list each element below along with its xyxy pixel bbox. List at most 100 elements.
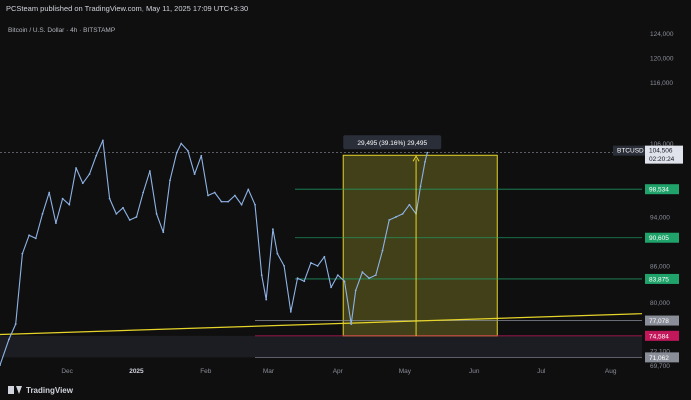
price-point	[14, 323, 17, 325]
price-chart[interactable]: Bitcoin / U.S. Dollar · 4h · BITSTAMP 29…	[0, 18, 691, 380]
price-point	[303, 280, 306, 283]
price-point	[55, 222, 57, 224]
price-point	[395, 216, 397, 218]
price-point	[361, 271, 364, 273]
price-point	[296, 277, 299, 280]
y-tick-label: 80,000	[650, 300, 670, 307]
x-tick-label: Dec	[61, 368, 73, 375]
x-tick-label: Jun	[469, 368, 480, 375]
price-point	[323, 255, 326, 258]
x-tick-label: Feb	[200, 368, 212, 375]
price-point	[381, 249, 384, 252]
level-tag-3: 83,875	[649, 276, 669, 283]
price-point	[408, 203, 411, 206]
price-point	[247, 188, 250, 191]
price-point	[330, 286, 332, 289]
support-trendline[interactable]	[0, 313, 643, 336]
price-point	[88, 173, 91, 176]
publisher-bar: PCSteam published on TradingView.com, Ma…	[0, 0, 691, 18]
y-tick-label: 94,000	[650, 214, 670, 221]
price-point	[260, 274, 263, 277]
current-price-tag: 104,506	[649, 148, 673, 155]
price-point	[81, 182, 84, 185]
y-tick-label: 69,700	[650, 363, 670, 370]
price-point	[175, 151, 178, 154]
price-point	[155, 212, 158, 215]
price-point	[41, 212, 44, 215]
price-point	[426, 151, 429, 154]
btcusd-tag-bg	[613, 145, 645, 156]
price-point	[101, 139, 104, 142]
price-point	[75, 167, 77, 169]
price-point	[350, 323, 353, 325]
footer: TradingView	[0, 380, 691, 400]
x-tick-label: 2025	[129, 368, 144, 375]
price-point	[336, 274, 339, 277]
price-point	[95, 154, 98, 157]
level-tag-6: 71,062	[649, 355, 669, 362]
level-tag-bg-1	[645, 184, 679, 195]
price-point	[343, 280, 346, 283]
y-tick-label: 106,000	[650, 141, 674, 148]
price-point	[61, 197, 64, 200]
btcusd-tag: BTCUSD	[617, 148, 644, 155]
y-tick-label: 72,100	[650, 349, 670, 356]
y-tick-label: 120,000	[650, 55, 674, 62]
price-point	[240, 203, 243, 206]
price-point	[424, 160, 426, 163]
price-point	[187, 149, 189, 152]
price-point	[265, 298, 268, 301]
brand-text: TradingView	[26, 385, 73, 395]
support-zone	[0, 335, 642, 358]
price-point	[316, 265, 319, 267]
price-point	[28, 234, 30, 237]
price-point	[227, 200, 230, 203]
price-point	[162, 231, 165, 234]
tradingview-logo-icon	[8, 386, 22, 394]
price-point	[220, 200, 223, 203]
price-point	[354, 289, 357, 292]
price-point	[34, 237, 37, 240]
price-point	[180, 142, 183, 145]
price-point	[21, 252, 24, 255]
price-point	[374, 274, 377, 277]
level-tag-1: 98,534	[649, 187, 669, 194]
level-tag-4: 77,078	[649, 318, 669, 325]
x-tick-label: Aug	[605, 368, 617, 375]
price-point	[135, 216, 138, 218]
price-point	[368, 277, 370, 280]
current-price-tag-bg	[645, 145, 683, 164]
level-tag-bg-3	[645, 273, 679, 284]
level-tag-bg-2	[645, 232, 679, 243]
level-tag-2: 90,605	[649, 235, 669, 242]
x-tick-label: Jul	[537, 368, 546, 375]
price-point	[193, 173, 196, 176]
price-point	[200, 154, 203, 157]
measure-arrowhead	[412, 155, 420, 162]
x-tick-label: May	[399, 368, 412, 375]
publish-datetime: May 11, 2025 17:09 UTC+3:30	[145, 4, 249, 13]
chart-area[interactable]: Bitcoin / U.S. Dollar · 4h · BITSTAMP 29…	[0, 18, 691, 380]
level-tag-bg-5	[645, 330, 679, 341]
price-range-box[interactable]	[342, 154, 498, 337]
measure-label-box	[343, 135, 442, 150]
y-tick-label: 124,000	[650, 31, 674, 38]
tradingview-logo[interactable]: TradingView	[8, 384, 73, 396]
level-tag-bg-6	[645, 352, 679, 363]
price-point	[276, 252, 279, 255]
x-tick-label: Apr	[333, 368, 344, 375]
countdown-tag: 02:20:24	[649, 156, 675, 163]
price-point	[142, 191, 145, 194]
price-point	[115, 212, 118, 215]
y-tick-label: 86,000	[650, 263, 670, 270]
price-point	[148, 170, 151, 172]
price-point	[272, 228, 274, 231]
price-point	[289, 310, 292, 313]
price-point	[207, 194, 209, 197]
price-point	[108, 197, 111, 200]
price-point	[122, 206, 124, 209]
price-point	[128, 219, 131, 221]
price-point	[169, 179, 171, 182]
price-point	[310, 261, 312, 264]
x-tick-label: Mar	[263, 368, 275, 375]
